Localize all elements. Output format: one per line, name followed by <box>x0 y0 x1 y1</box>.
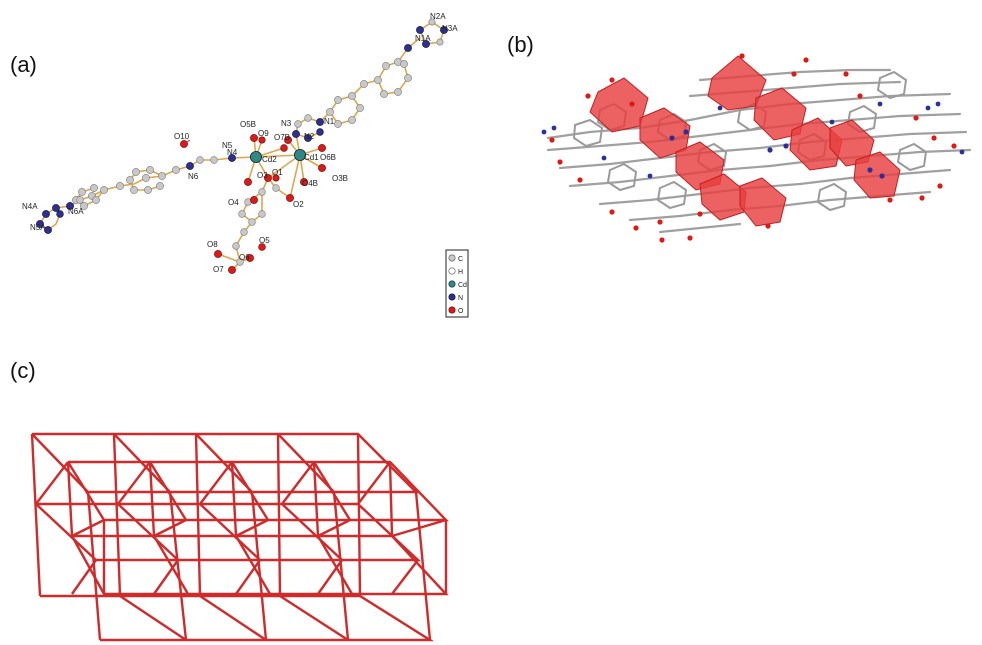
label-N1A: N1A <box>415 34 431 43</box>
label-O3B: O3B <box>332 174 348 183</box>
legend-label-H: H <box>458 269 463 276</box>
label-O6B: O6B <box>320 153 336 162</box>
label-O6: O6 <box>239 253 250 262</box>
label-O9: O9 <box>258 129 269 138</box>
legend-item-Cd: Cd <box>448 280 467 289</box>
label-N2: N2 <box>304 132 315 141</box>
label-O2: O2 <box>293 200 304 209</box>
atom-labels: N2A N3A N1A N1 N3 N2 O7B O5B O9 O10 N5 N… <box>22 12 458 274</box>
label-Cd2: Cd2 <box>262 155 277 164</box>
label-O7: O7 <box>213 265 224 274</box>
legend-item-H: H <box>448 267 463 276</box>
atoms <box>36 18 448 274</box>
label-N3: N3 <box>281 119 292 128</box>
label-N1: N1 <box>324 117 335 126</box>
label-O1: O1 <box>272 168 283 177</box>
atom-legend: C H Cd N O <box>445 249 469 318</box>
label-N6: N6 <box>188 172 199 181</box>
label-Cd1: Cd1 <box>304 153 319 162</box>
label-N5: N5 <box>222 141 233 150</box>
legend-label-Cd: Cd <box>458 282 467 289</box>
panel-label-a: (a) <box>10 52 37 77</box>
label-N5A: N5A <box>30 223 46 232</box>
label-N3A: N3A <box>442 24 458 33</box>
label-O10: O10 <box>174 132 190 141</box>
label-O3: O3 <box>257 171 268 180</box>
label-O7B: O7B <box>274 133 290 142</box>
label-O8: O8 <box>207 240 218 249</box>
label-N4: N4 <box>227 148 238 157</box>
panel-label-b: (b) <box>507 32 534 57</box>
legend-item-C: C <box>448 254 463 263</box>
legend-label-N: N <box>458 295 463 302</box>
label-N6A: N6A <box>68 207 84 216</box>
label-O4B: O4B <box>302 179 318 188</box>
label-O4: O4 <box>228 198 239 207</box>
legend-item-O: O <box>448 306 464 315</box>
label-N2A: N2A <box>430 12 446 21</box>
legend-label-C: C <box>458 256 463 263</box>
panel-label-c: (c) <box>10 358 36 383</box>
label-O5B: O5B <box>240 120 256 129</box>
label-O5: O5 <box>259 236 270 245</box>
legend-item-N: N <box>448 293 463 302</box>
legend-label-O: O <box>458 308 464 315</box>
label-N4A: N4A <box>22 202 38 211</box>
